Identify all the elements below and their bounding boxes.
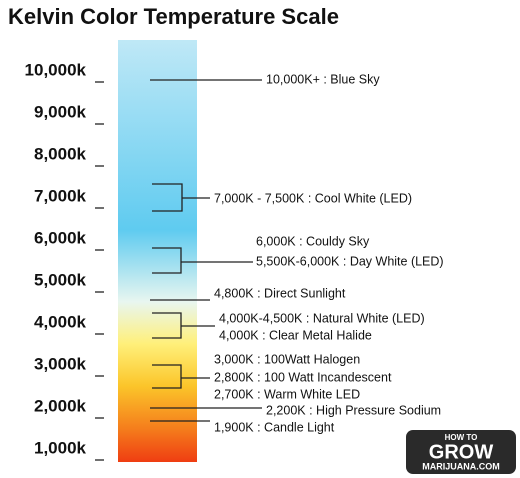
logo: HOW TO GROW MARIJUANA.COM [406,430,516,474]
annotation-text: 4,800K : Direct Sunlight [214,286,346,300]
annotation-text: 3,000K : 100Watt Halogen [214,352,360,366]
logo-top: HOW TO [445,433,478,442]
bracket [152,247,253,274]
annotation-text: 4,000K : Clear Metal Halide [219,328,372,342]
annotation-text: 4,000K-4,500K : Natural White (LED) [219,311,425,325]
tick-label: 7,000k [34,186,87,205]
tick-label: 10,000k [25,60,87,79]
annotation-text: 10,000K+ : Blue Sky [266,72,380,86]
tick-label: 4,000k [34,312,87,331]
bracket [152,312,215,339]
annotation-text: 2,700K : Warm White LED [214,387,360,401]
annotation-text: 2,800K : 100 Watt Incandescent [214,370,392,384]
bracket [152,364,210,389]
tick-label: 8,000k [34,144,87,163]
logo-main: GROW [429,441,494,463]
bracket [152,183,210,212]
annotation-text: 2,200K : High Pressure Sodium [266,403,441,417]
annotation-text: 7,000K - 7,500K : Cool White (LED) [214,191,412,205]
tick-label: 3,000k [34,354,87,373]
tick-label: 9,000k [34,102,87,121]
logo-bottom: MARIJUANA.COM [422,461,500,471]
annotation-text: 6,000K : Couldy Sky [256,234,370,248]
title: Kelvin Color Temperature Scale [8,4,339,29]
tick-label: 6,000k [34,228,87,247]
annotation-text: 5,500K-6,000K : Day White (LED) [256,254,444,268]
tick-label: 5,000k [34,270,87,289]
tick-label: 2,000k [34,396,87,415]
tick-label: 1,000k [34,438,87,457]
color-bar [118,40,197,462]
annotation-text: 1,900K : Candle Light [214,420,335,434]
